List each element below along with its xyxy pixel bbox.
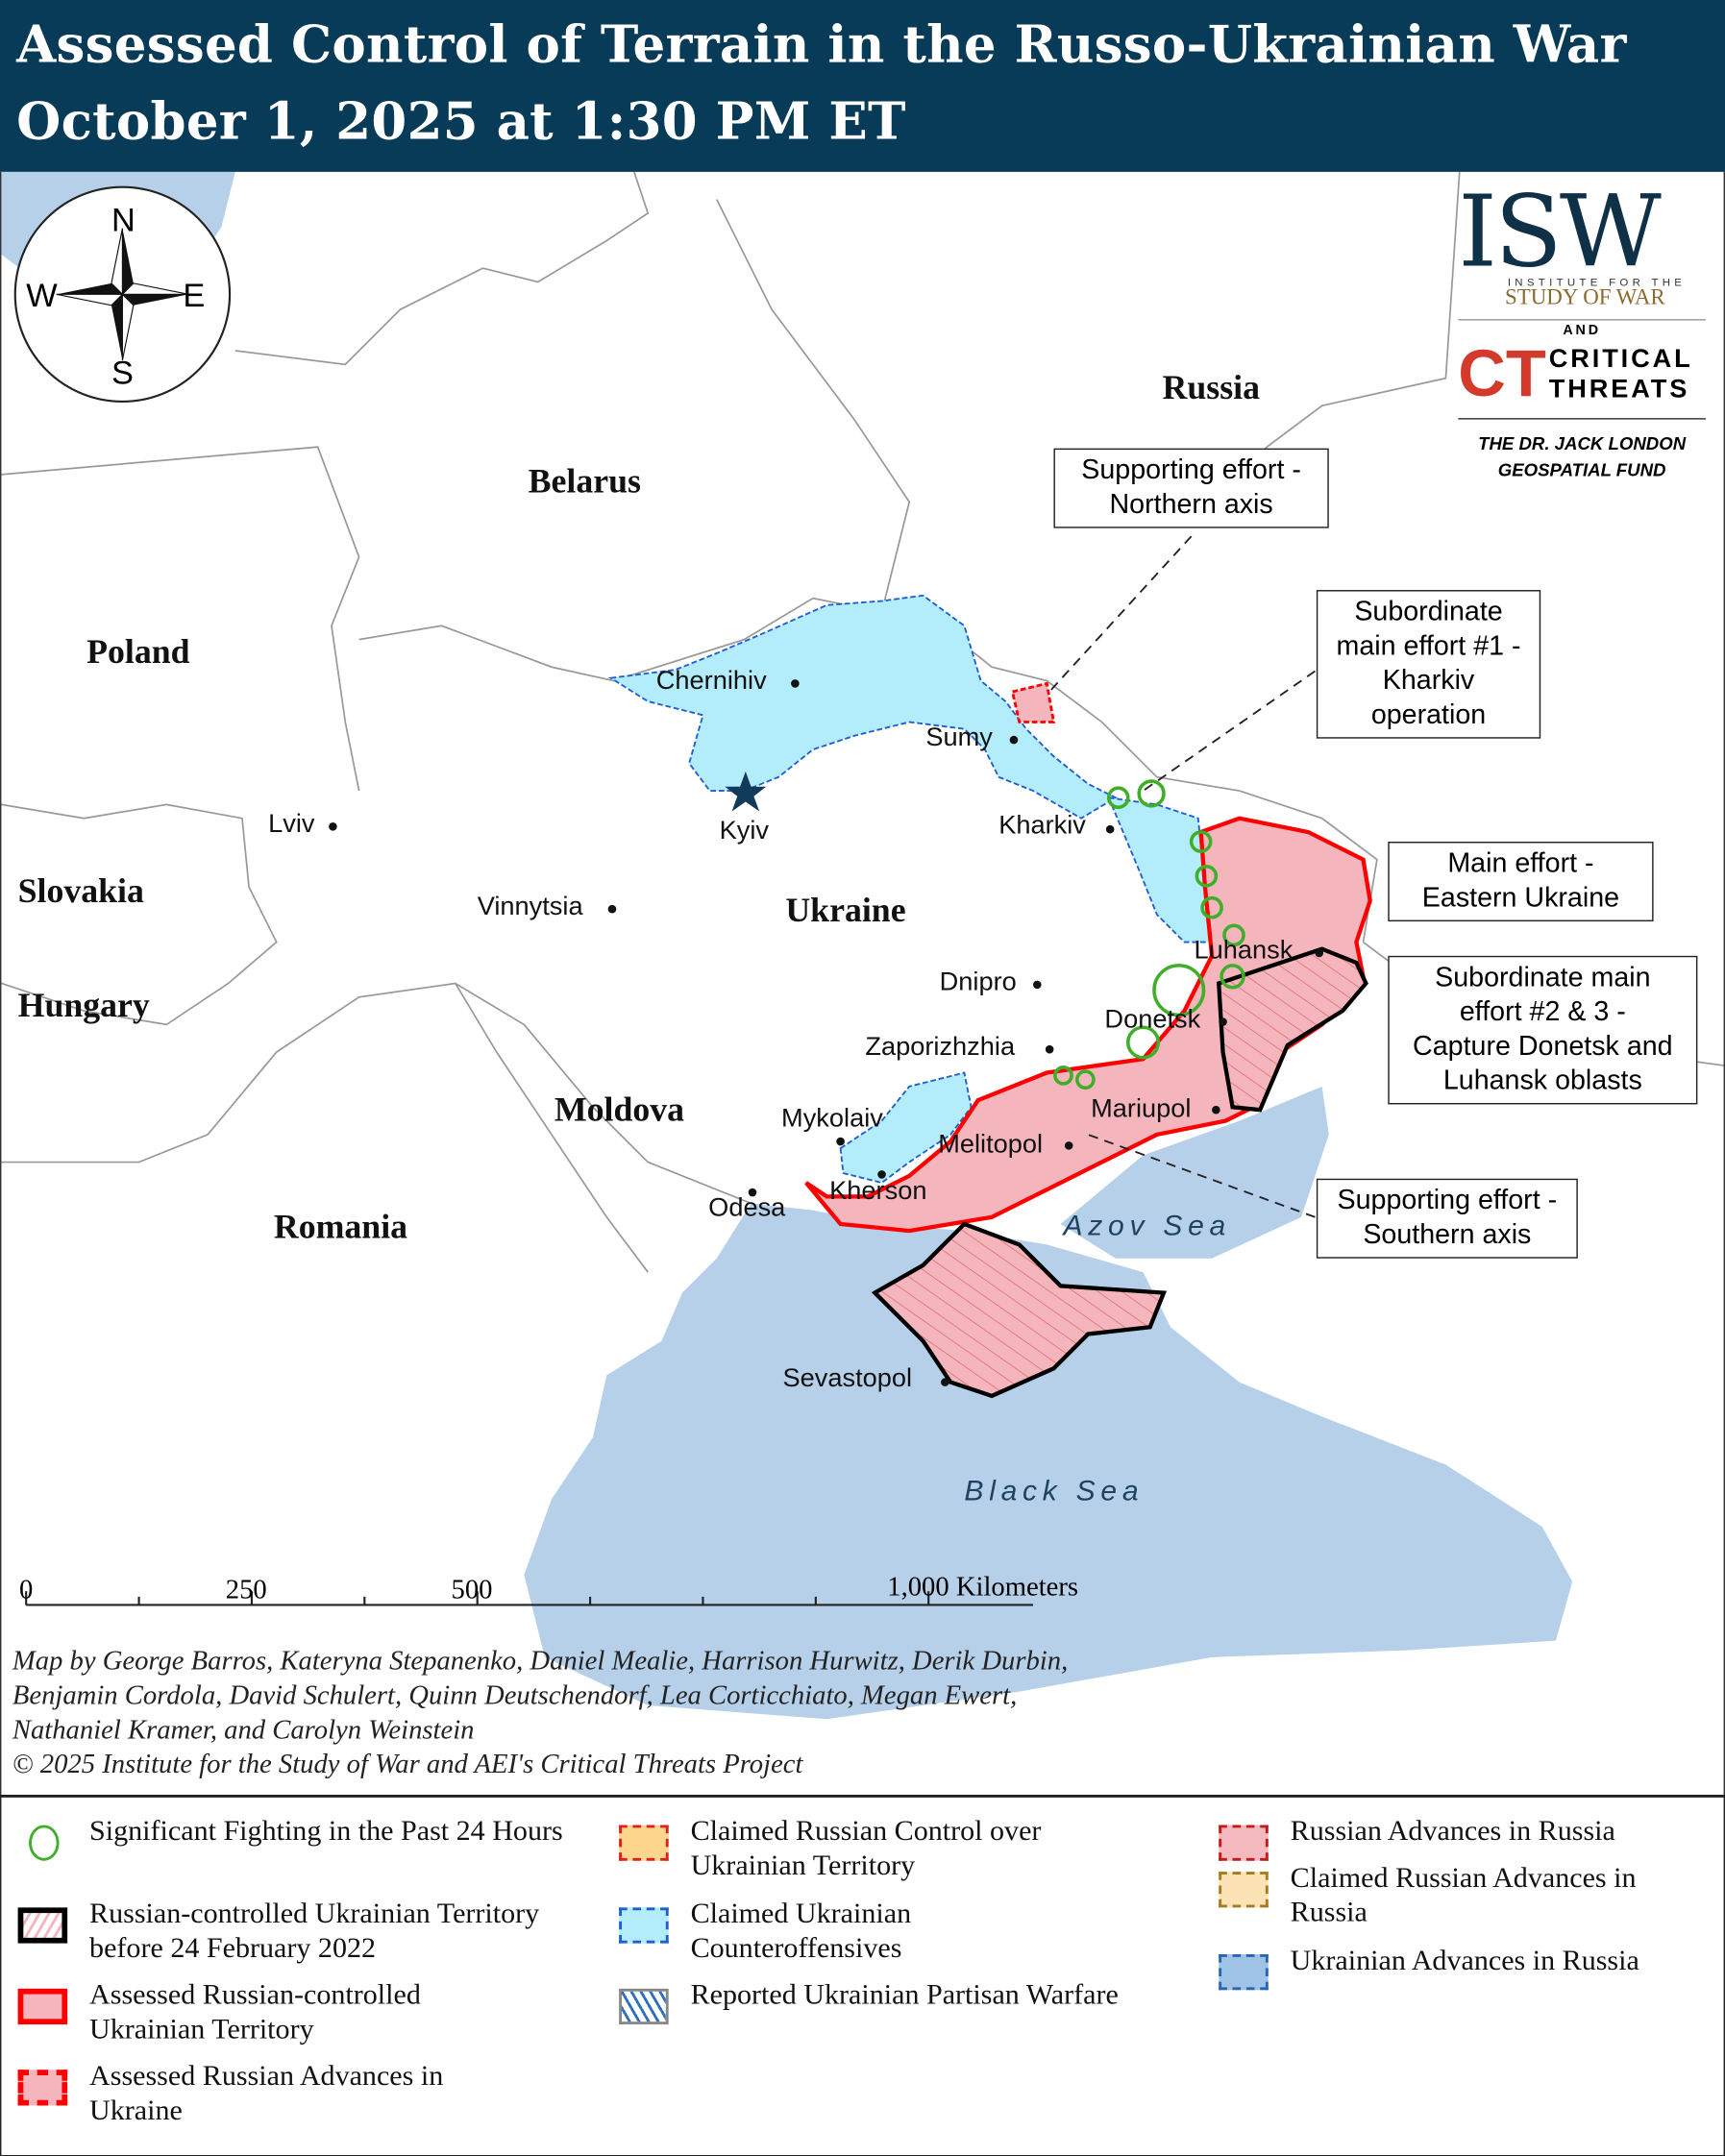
northern-counteroffensive — [607, 594, 1118, 820]
scale-250: 250 — [225, 1574, 267, 1605]
scale-500: 500 — [451, 1574, 493, 1605]
label-belarus: Belarus — [528, 463, 641, 502]
compass-w: W — [26, 278, 58, 315]
city-zaporizhzhia: Zaporizhzhia — [865, 1032, 1016, 1063]
city-kyiv: Kyiv — [719, 817, 770, 846]
crimea — [871, 1221, 1168, 1399]
label-hungary: Hungary — [17, 987, 150, 1025]
label-ukraine: Ukraine — [785, 892, 906, 930]
label-russia: Russia — [1162, 370, 1261, 407]
scale-0: 0 — [19, 1574, 34, 1605]
callout-southern-axis: Supporting effort - Southern axis — [1316, 1178, 1578, 1259]
label-romania: Romania — [273, 1209, 408, 1246]
credits: Map by George Barros, Kateryna Stepanenk… — [12, 1646, 1069, 1780]
compass-rose — [13, 185, 232, 404]
city-vinnytsia: Vinnytsia — [477, 892, 583, 922]
isw-ct-logo: ISW INSTITUTE FOR THE STUDY OF WAR AND C… — [1458, 173, 1706, 482]
city-luhansk: Luhansk — [1194, 936, 1294, 966]
callout-eastern: Main effort - Eastern Ukraine — [1388, 842, 1654, 922]
legend-pre-2022: Russian-controlled Ukrainian Territory b… — [17, 1897, 584, 1966]
legend-fighting: Significant Fighting in the Past 24 Hour… — [29, 1814, 584, 1861]
ct-logo-mark: CT — [1458, 338, 1546, 411]
legend-russian-advances-russia: Russian Advances in Russia — [1219, 1814, 1717, 1861]
legend: Significant Fighting in the Past 24 Hour… — [0, 1795, 1725, 2156]
compass-e: E — [183, 278, 206, 315]
pre-2022-donbas — [1216, 946, 1368, 1113]
southern-counteroffensive — [839, 1071, 973, 1185]
callout-kharkiv: Subordinate main effort #1 - Kharkiv operat… — [1316, 590, 1541, 739]
legend-claimed-ukrainian: Claimed Ukrainian Counteroffensives — [619, 1897, 1048, 1966]
city-donetsk: Donetsk — [1104, 1005, 1201, 1035]
city-sumy: Sumy — [925, 723, 993, 752]
label-moldova: Moldova — [554, 1091, 685, 1130]
map-area: N S E W Russia Belarus Poland Slovakia H… — [0, 171, 1725, 1796]
label-black-sea: Black Sea — [964, 1475, 1145, 1507]
kyiv-capital-star — [725, 772, 767, 812]
city-melitopol: Melitopol — [938, 1130, 1044, 1160]
city-mariupol: Mariupol — [1091, 1094, 1192, 1124]
city-mykolaiv: Mykolaiv — [781, 1104, 883, 1134]
map-header: Assessed Control of Terrain in the Russo… — [0, 0, 1725, 172]
scale-1000: 1,000 Kilometers — [887, 1572, 1079, 1603]
city-kherson: Kherson — [829, 1177, 927, 1207]
legend-claimed-russian-control: Claimed Russian Control over Ukrainian T… — [619, 1814, 1131, 1883]
compass-s: S — [111, 355, 134, 392]
scale-bar — [25, 1591, 1033, 1606]
city-chernihiv: Chernihiv — [655, 667, 767, 697]
label-poland: Poland — [86, 633, 190, 672]
isw-logo-text: ISW — [1458, 173, 1662, 289]
legend-ukrainian-advances-russia: Ukrainian Advances in Russia — [1219, 1944, 1717, 1991]
map-canvas — [1, 171, 1724, 1720]
city-odesa: Odesa — [708, 1193, 786, 1223]
azov-sea — [1060, 1086, 1329, 1259]
legend-partisan: Reported Ukrainian Partisan Warfare — [619, 1977, 1131, 2025]
legend-russian-controlled: Assessed Russian-controlled Ukrainian Te… — [17, 1977, 543, 2046]
russian-advance-sumy — [1010, 681, 1056, 723]
label-azov-sea: Azov Sea — [1063, 1210, 1231, 1242]
callout-donetsk-luhansk: Subordinate main effort #2 & 3 - Capture D… — [1388, 955, 1698, 1105]
legend-claimed-russian-advances-russia: Claimed Russian Advances in Russia — [1219, 1861, 1717, 1930]
city-dnipro: Dnipro — [939, 968, 1017, 997]
city-lviv: Lviv — [268, 810, 315, 840]
black-sea — [524, 1203, 1573, 1720]
city-sevastopol: Sevastopol — [782, 1363, 913, 1394]
city-kharkiv: Kharkiv — [998, 811, 1086, 841]
compass-n: N — [111, 202, 136, 240]
legend-russian-advances-ukraine: Assessed Russian Advances in Ukraine — [17, 2059, 543, 2128]
map-title: Assessed Control of Terrain in the Russo… — [16, 13, 1627, 75]
map-date: October 1, 2025 at 1:30 PM ET — [16, 90, 906, 152]
eastern-counteroffensive — [1107, 796, 1214, 943]
label-slovakia: Slovakia — [17, 872, 144, 911]
callout-northern-axis: Supporting effort - Northern axis — [1053, 448, 1329, 528]
occupied-territory — [804, 816, 1372, 1234]
